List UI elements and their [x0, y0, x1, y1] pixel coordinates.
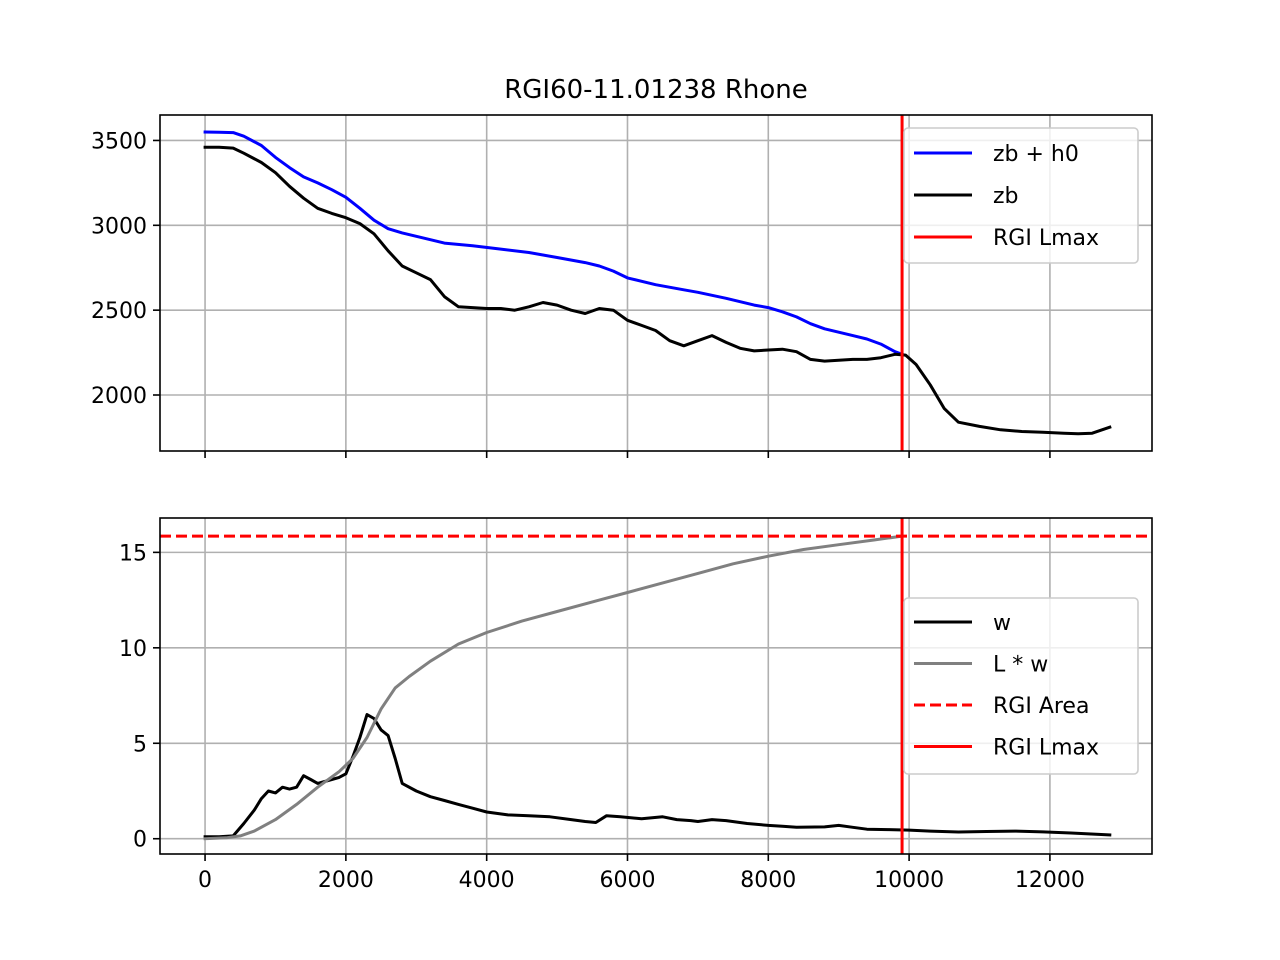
legend: w L * w RGI Area RGI Lmax — [903, 597, 1139, 775]
plot-area — [160, 518, 1152, 854]
x-tick-label: 6000 — [599, 868, 655, 893]
legend-label: zb + h0 — [993, 142, 1079, 167]
legend-box — [903, 597, 1139, 775]
legend-label: zb — [993, 184, 1019, 209]
plot-area — [203, 115, 1112, 451]
y-tick-label: 2500 — [91, 299, 147, 324]
legend-label: w — [993, 611, 1011, 636]
x-tick-label: 2000 — [318, 868, 374, 893]
axes-frame — [159, 517, 1153, 855]
legend-label: L * w — [993, 653, 1048, 678]
y-tick-label: 0 — [133, 828, 147, 853]
y-tick-label: 10 — [119, 637, 147, 662]
x-tick-label: 4000 — [459, 868, 515, 893]
panel-width: 0 2000 4000 6000 8000 10000 12000 0 5 10 15 w L * w R… — [119, 517, 1153, 893]
y-tick-label: 15 — [119, 541, 147, 566]
legend-label: RGI Lmax — [993, 736, 1099, 761]
series-line-zb-h0 — [203, 130, 905, 357]
legend-label: RGI Lmax — [993, 226, 1099, 251]
y-tick-label: 3000 — [91, 214, 147, 239]
series-line-l-w — [203, 534, 904, 841]
x-tick-label: 0 — [198, 868, 212, 893]
series-line-w — [203, 713, 1112, 839]
y-tick-label: 3500 — [91, 129, 147, 154]
y-tick-label: 5 — [133, 732, 147, 757]
panel-elevation: 2000 2500 3000 3500 zb + h0 zb RGI Lmax — [91, 114, 1153, 458]
legend: zb + h0 zb RGI Lmax — [903, 127, 1139, 264]
x-tick-label: 12000 — [1015, 868, 1085, 893]
axes-frame — [159, 114, 1153, 452]
y-tick-label: 2000 — [91, 384, 147, 409]
legend-box — [903, 127, 1139, 264]
chart-title: RGI60-11.01238 Rhone — [504, 75, 808, 105]
panels: 2000 2500 3000 3500 zb + h0 zb RGI Lmax 0 2000 40… — [91, 114, 1153, 893]
x-tick-label: 8000 — [740, 868, 796, 893]
legend-label: RGI Area — [993, 694, 1089, 719]
x-tick-label: 10000 — [874, 868, 944, 893]
series-line-zb — [203, 145, 1112, 436]
